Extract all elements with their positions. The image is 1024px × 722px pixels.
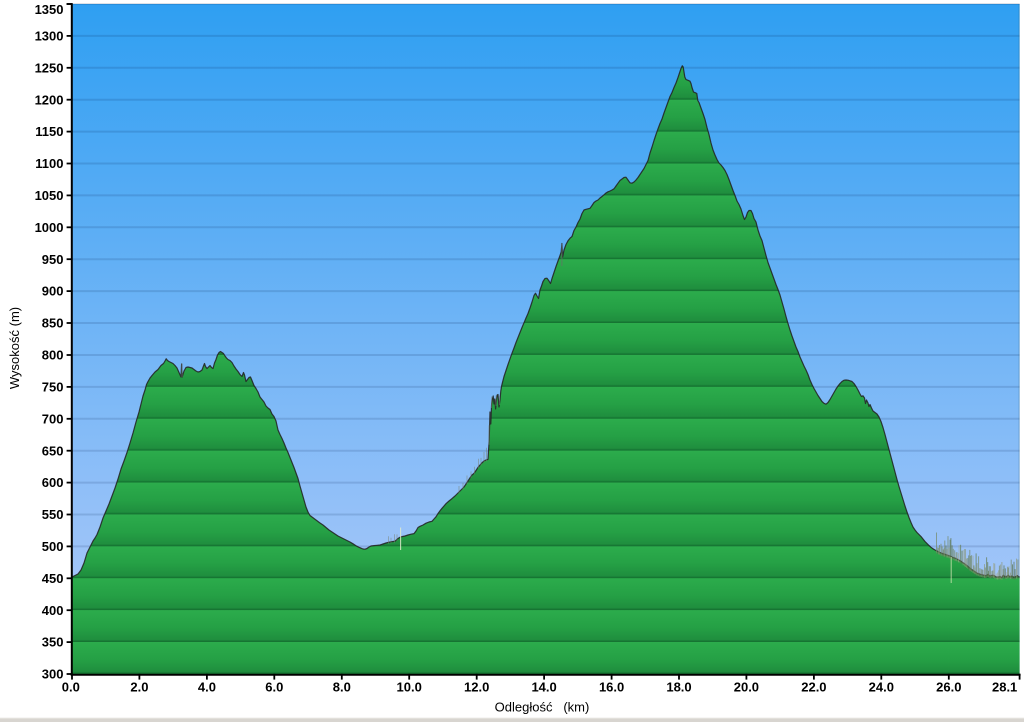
svg-text:1000: 1000 (35, 220, 64, 235)
svg-text:1350: 1350 (35, 2, 64, 17)
svg-text:950: 950 (42, 252, 64, 267)
svg-text:6.0: 6.0 (265, 680, 283, 695)
svg-text:1050: 1050 (35, 188, 64, 203)
svg-text:350: 350 (42, 635, 64, 650)
svg-text:1250: 1250 (35, 60, 64, 75)
svg-text:26.0: 26.0 (936, 680, 961, 695)
svg-text:20.0: 20.0 (734, 680, 759, 695)
svg-text:400: 400 (42, 603, 64, 618)
svg-text:550: 550 (42, 507, 64, 522)
svg-text:8.0: 8.0 (333, 680, 351, 695)
svg-text:10.0: 10.0 (397, 680, 422, 695)
svg-text:18.0: 18.0 (666, 680, 691, 695)
svg-text:12.0: 12.0 (464, 680, 489, 695)
svg-text:1300: 1300 (35, 29, 64, 44)
svg-text:300: 300 (42, 667, 64, 682)
svg-text:1150: 1150 (35, 124, 63, 139)
svg-text:900: 900 (42, 284, 64, 299)
svg-text:2.0: 2.0 (130, 680, 148, 695)
svg-text:650: 650 (42, 443, 64, 458)
svg-text:1200: 1200 (35, 92, 64, 107)
svg-text:14.0: 14.0 (531, 680, 556, 695)
svg-text:450: 450 (42, 571, 64, 586)
svg-text:24.0: 24.0 (869, 680, 894, 695)
svg-text:800: 800 (42, 348, 64, 363)
svg-text:700: 700 (42, 411, 64, 426)
svg-text:Odległość (km): Odległość (km) (495, 700, 590, 715)
svg-text:4.0: 4.0 (198, 680, 216, 695)
svg-text:1100: 1100 (35, 156, 63, 171)
svg-text:600: 600 (42, 475, 64, 490)
svg-text:16.0: 16.0 (599, 680, 624, 695)
svg-text:28.1: 28.1 (992, 680, 1017, 695)
svg-text:500: 500 (42, 539, 64, 554)
svg-text:0.0: 0.0 (62, 680, 80, 695)
svg-text:Wysokość (m): Wysokość (m) (7, 307, 22, 389)
svg-text:850: 850 (42, 316, 64, 331)
svg-text:750: 750 (42, 380, 64, 395)
svg-text:22.0: 22.0 (801, 680, 826, 695)
